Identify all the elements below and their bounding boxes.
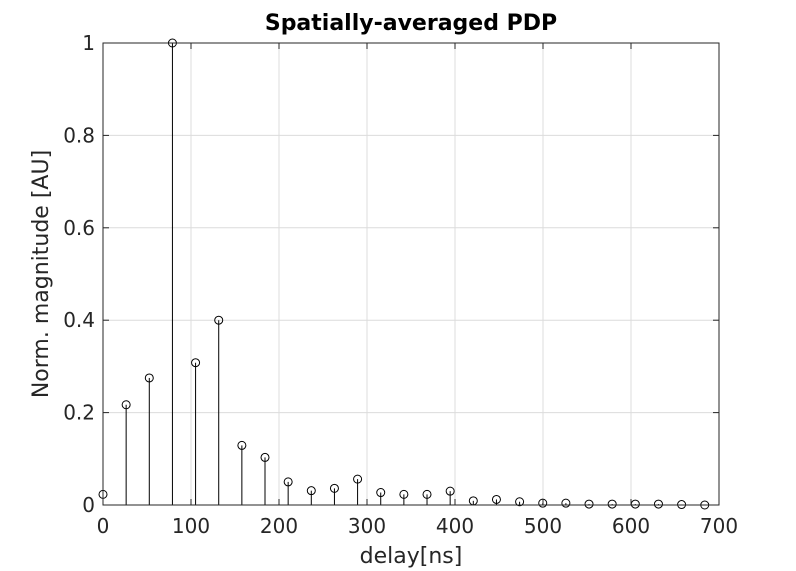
stem-series: [98, 38, 710, 510]
x-tick-label: 500: [524, 514, 562, 538]
stem-marker: [491, 494, 501, 504]
stem-marker: [191, 358, 201, 368]
chart-title: Spatially-averaged PDP: [265, 11, 557, 36]
x-tick-label: 400: [436, 514, 474, 538]
axis-ticks: [102, 42, 720, 506]
x-tick-label: 700: [700, 514, 738, 538]
x-tick-label: 0: [97, 514, 110, 538]
stem-marker: [260, 452, 270, 462]
stem-marker: [561, 498, 571, 508]
x-tick-label: 100: [172, 514, 210, 538]
x-axis-label: delay[ns]: [360, 544, 463, 569]
x-tick-label: 300: [348, 514, 386, 538]
stem-marker: [121, 400, 131, 410]
x-tick-label: 600: [612, 514, 650, 538]
stem-marker: [607, 499, 617, 509]
y-tick-label: 0.8: [63, 123, 95, 147]
stem-marker: [306, 486, 316, 496]
y-tick-label: 0.4: [63, 308, 95, 332]
stem-marker: [445, 486, 455, 496]
stem-marker: [353, 474, 363, 484]
stem-marker: [422, 489, 432, 499]
stem-marker: [237, 440, 247, 450]
stem-marker: [283, 477, 293, 487]
stem-marker: [653, 499, 663, 509]
y-tick-label: 0.2: [63, 401, 95, 425]
plot-area: [103, 43, 719, 505]
stem-marker: [214, 315, 224, 325]
x-tick-labels: 0 100 200 300 400 500 600 700: [97, 514, 738, 538]
plot-frame: [102, 42, 720, 506]
stem-marker: [515, 497, 525, 507]
stem-marker: [399, 489, 409, 499]
stem-marker: [376, 488, 386, 498]
y-tick-label: 0.6: [63, 216, 95, 240]
y-tick-label: 1: [82, 31, 95, 55]
y-axis-label: Norm. magnitude [AU]: [29, 150, 54, 398]
x-tick-label: 200: [260, 514, 298, 538]
y-tick-label: 0: [82, 493, 95, 517]
stem-marker: [144, 373, 154, 383]
y-tick-labels: 0 0.2 0.4 0.6 0.8 1: [63, 31, 95, 517]
stem-marker: [329, 483, 339, 493]
stem-marker: [584, 499, 594, 509]
